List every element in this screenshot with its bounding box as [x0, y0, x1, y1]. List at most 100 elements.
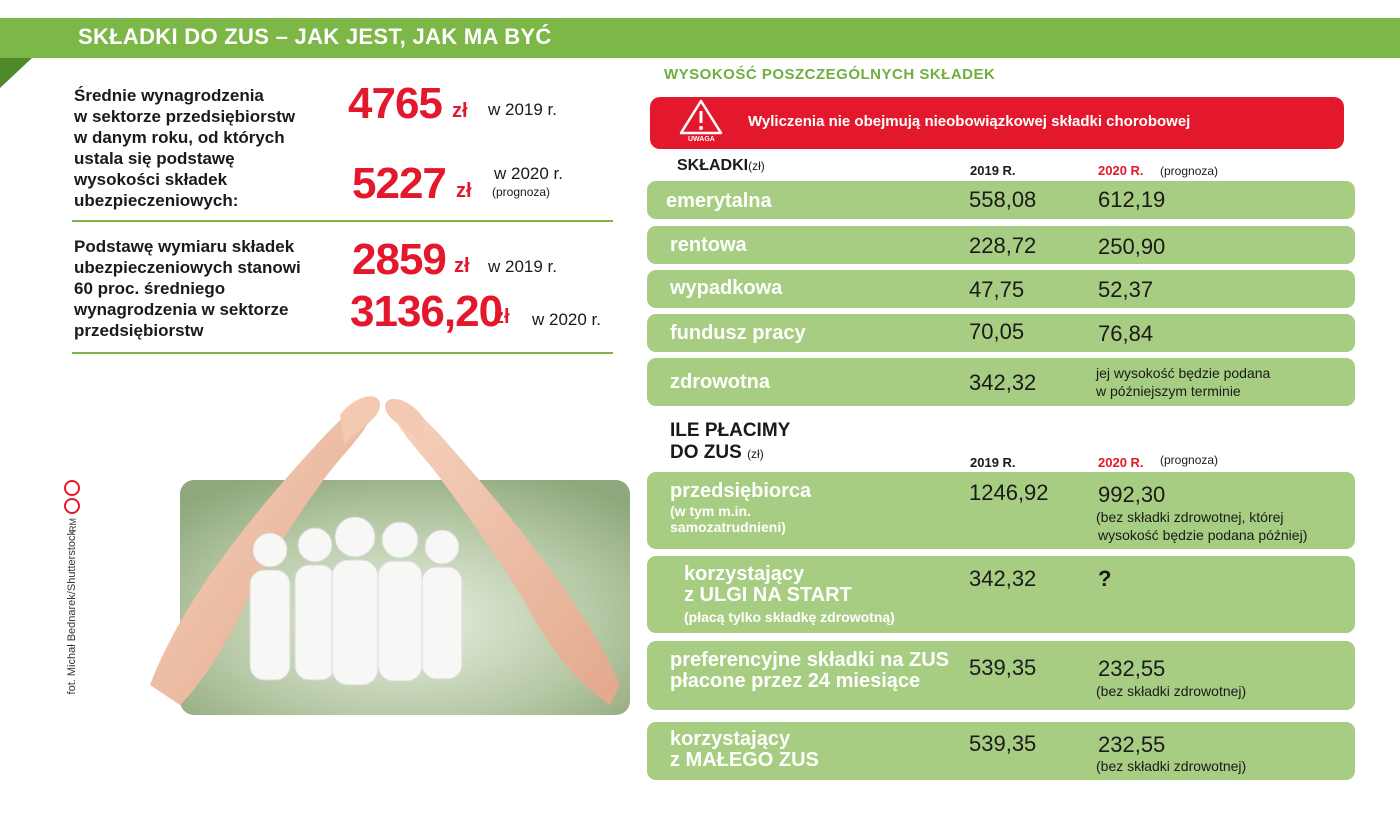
header-bar	[0, 18, 1400, 58]
col-2020-forecast: (prognoza)	[1160, 164, 1219, 178]
sub-line: samozatrudnieni)	[670, 519, 786, 535]
base-description: Podstawę wymiaru składek ubezpieczeniowy…	[74, 236, 301, 341]
row-sublabel: (płacą tylko składkę zdrowotną)	[684, 609, 895, 625]
value-2019: 228,72	[969, 233, 1037, 258]
note-line: wysokość będzie podana później)	[1098, 527, 1308, 543]
value-2020: 232,55	[1098, 656, 1166, 681]
photo-credit: fot. Michał Bednarek/Shutterstock RM	[62, 480, 82, 740]
value-2020: 250,90	[1098, 234, 1166, 259]
row-label: wypadkowa	[670, 277, 783, 299]
text-line: Podstawę wymiaru składek	[74, 237, 295, 256]
value-2019: 342,32	[969, 370, 1037, 395]
value-2019: 558,08	[969, 187, 1037, 212]
row-rentowa	[647, 226, 1355, 264]
text-line: wysokości składek	[74, 170, 228, 189]
text-line: w sektorze przedsiębiorstw	[74, 107, 296, 126]
year-2020-label: w 2020 r.	[494, 164, 563, 183]
salary-2020-value: 5227	[352, 159, 447, 208]
row-label: emerytalna	[666, 190, 772, 212]
warning-banner	[650, 97, 1344, 149]
row-label: rentowa	[670, 234, 747, 256]
label-line: korzystający	[684, 563, 805, 585]
row-label: korzystający z MAŁEGO ZUS	[670, 729, 819, 771]
credit-text: fot. Michał Bednarek/Shutterstock	[66, 530, 78, 695]
value-2020: 992,30	[1098, 482, 1166, 507]
value-2019: 1246,92	[969, 480, 1049, 505]
label-line: płacone przez 24 miesiące	[670, 670, 921, 692]
value-2020-note: (bez składki zdrowotnej, której wysokość…	[1096, 508, 1307, 544]
base-2019-value: 2859	[352, 235, 447, 284]
row-przedsiebiorca	[647, 472, 1355, 549]
value-2020-note: (bez składki zdrowotnej)	[1096, 758, 1247, 774]
average-salary-description: Średnie wynagrodzenia w sektorze przedsi…	[74, 85, 295, 211]
year-2020-label: w 2020 r.	[532, 310, 601, 329]
note-line: jej wysokość będzie podana	[1096, 365, 1271, 381]
title-line: DO ZUS	[670, 442, 742, 463]
hands-roof-photo	[150, 396, 630, 715]
col-2020-header: 2020 R.	[1098, 455, 1144, 470]
value-2020: 52,37	[1098, 277, 1154, 302]
row-preferencyjne	[647, 641, 1355, 710]
note-line: w późniejszym terminie	[1096, 383, 1241, 399]
row-label: przedsiębiorca	[670, 480, 812, 502]
warning-text: Wyliczenia nie obejmują nieobowiązkowej …	[748, 113, 1191, 130]
value-2020-note: (bez składki zdrowotnej)	[1096, 683, 1247, 699]
value-2019: 539,35	[969, 731, 1037, 756]
text-line: ubezpieczeniowych stanowi	[74, 258, 301, 277]
warning-icon	[679, 99, 723, 135]
sub-line: (w tym m.in.	[670, 503, 751, 519]
skladki-label-text: SKŁADKI	[677, 157, 749, 174]
label-line: preferencyjne składki na ZUS	[670, 649, 950, 671]
value-2020-note: jej wysokość będzie podana w późniejszym…	[1096, 364, 1270, 400]
ile-placimy-title: ILE PŁACIMY DO ZUS (zł)	[670, 420, 790, 465]
currency-label: zł	[456, 180, 472, 202]
header-fold-decoration	[0, 58, 32, 88]
value-2020: 612,19	[1098, 187, 1166, 212]
text-line: przedsiębiorstw	[74, 321, 204, 340]
title-line: ILE PŁACIMY	[670, 420, 791, 441]
divider	[72, 352, 613, 354]
row-label: fundusz pracy	[670, 322, 806, 344]
currency-label: zł	[454, 255, 470, 277]
col-2019-header: 2019 R.	[970, 455, 1016, 470]
section-title: WYSOKOŚĆ POSZCZEGÓLNYCH SKŁADEK	[664, 66, 996, 83]
rm-mark: RM	[68, 518, 78, 532]
base-2020-value: 3136,20	[350, 287, 503, 336]
value-2020: 76,84	[1098, 321, 1154, 346]
value-2019: 342,32	[969, 566, 1037, 591]
label-line: z MAŁEGO ZUS	[670, 749, 819, 771]
text-line: w danym roku, od których	[74, 128, 285, 147]
col-2019-header: 2019 R.	[970, 163, 1016, 178]
value-2020-unknown: ?	[1098, 566, 1112, 591]
note-line: (bez składki zdrowotnej, której	[1096, 509, 1284, 525]
currency-label: zł	[452, 100, 468, 122]
text-line: 60 proc. średniego	[74, 279, 226, 298]
row-sublabel: (w tym m.in. samozatrudnieni)	[670, 503, 786, 535]
label-line: z ULGI NA START	[684, 584, 852, 606]
col-2020-header: 2020 R.	[1098, 163, 1144, 178]
value-2020: 232,55	[1098, 732, 1166, 757]
copyright-icon	[64, 480, 80, 514]
value-2019: 47,75	[969, 277, 1025, 302]
row-zdrowotna	[647, 358, 1355, 406]
forecast-note: (prognoza)	[492, 185, 551, 199]
row-wypadkowa	[647, 270, 1355, 308]
value-2019: 539,35	[969, 655, 1037, 680]
unit-label: (zł)	[748, 159, 765, 173]
row-label: zdrowotna	[670, 371, 770, 393]
year-2019-label: w 2019 r.	[488, 257, 557, 276]
row-ulga-na-start	[647, 556, 1355, 633]
row-fundusz-pracy	[647, 314, 1355, 352]
row-maly-zus	[647, 722, 1355, 780]
warning-icon-label: UWAGA	[688, 136, 715, 143]
row-emerytalna	[647, 181, 1355, 219]
text-line: ubezpieczeniowych:	[74, 191, 239, 210]
value-2019: 70,05	[969, 319, 1025, 344]
text-line: wynagrodzenia w sektorze	[74, 300, 289, 319]
text-line: ustala się podstawę	[74, 149, 235, 168]
unit-label: (zł)	[747, 447, 764, 461]
skladki-label: SKŁADKI(zł)	[677, 157, 765, 175]
year-2019-label: w 2019 r.	[488, 100, 557, 119]
label-line: korzystający	[670, 728, 791, 750]
divider	[72, 220, 613, 222]
